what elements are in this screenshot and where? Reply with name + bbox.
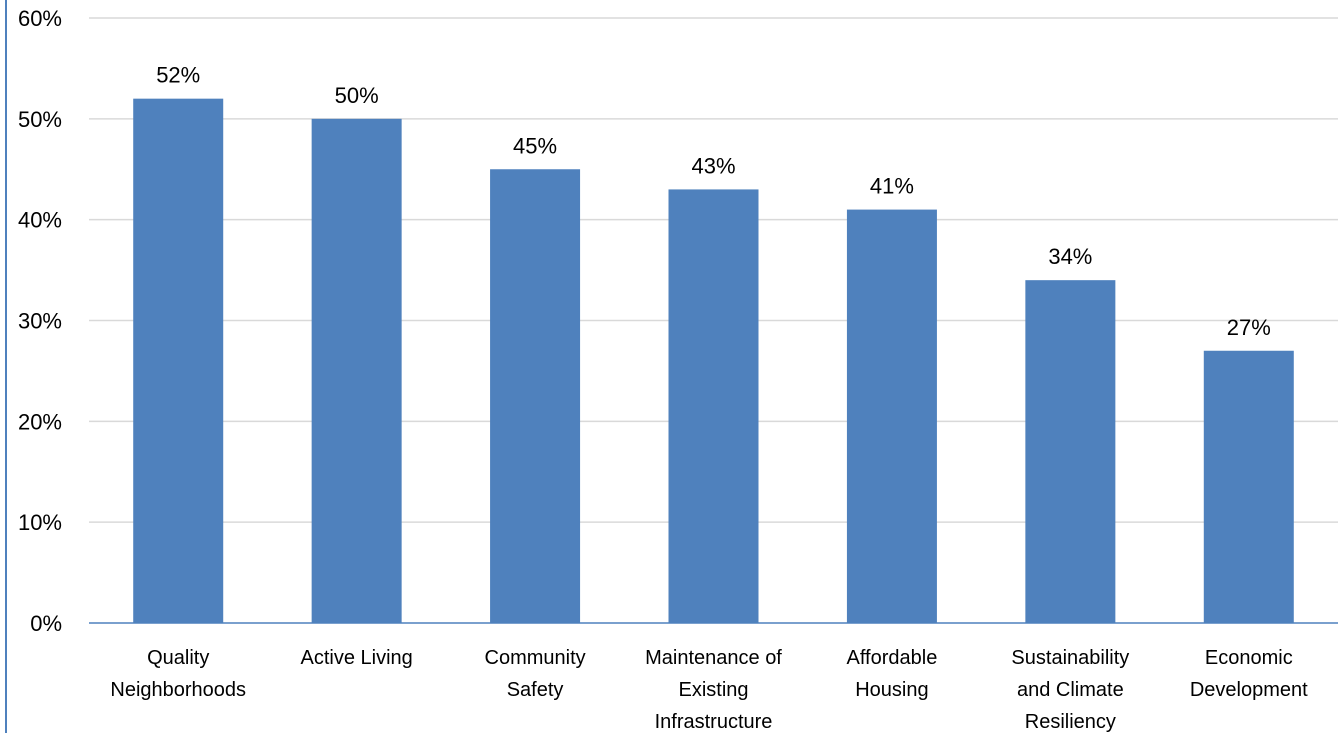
bar [846,209,937,624]
data-label: 52% [156,63,200,88]
data-label: 41% [870,174,914,199]
bar [1025,280,1116,623]
bar [311,118,402,623]
y-tick-label: 0% [30,611,62,636]
labels: 0% 10% 20% 30% 40% 50% 60% 52% Quality Neighborho… [18,6,1308,733]
x-tick-label: Maintenance of Existing Infrastructure [645,647,782,733]
x-tick-label: Sustainability and Climate Resiliency [1011,647,1129,733]
bar [490,169,581,623]
y-tick-label: 10% [18,510,62,535]
bar [1203,350,1294,623]
x-tick-label: Community Safety [485,647,586,701]
data-label: 34% [1048,244,1092,269]
bar [133,98,224,623]
y-tick-label: 40% [18,208,62,233]
data-label: 27% [1227,315,1271,340]
y-tick-label: 60% [18,6,62,31]
y-tick-label: 20% [18,409,62,434]
x-tick-label: Affordable Housing [847,647,938,701]
data-label: 43% [691,153,735,178]
x-tick-label: Active Living [301,647,413,669]
bar [668,189,759,623]
data-label: 45% [513,133,557,158]
axes [5,0,1338,733]
bars [133,98,1294,624]
y-tick-label: 30% [18,309,62,334]
x-tick-label: Quality Neighborhoods [110,647,246,701]
y-tick-label: 50% [18,107,62,132]
x-tick-label: Economic Development [1190,647,1308,701]
data-label: 50% [335,83,379,108]
